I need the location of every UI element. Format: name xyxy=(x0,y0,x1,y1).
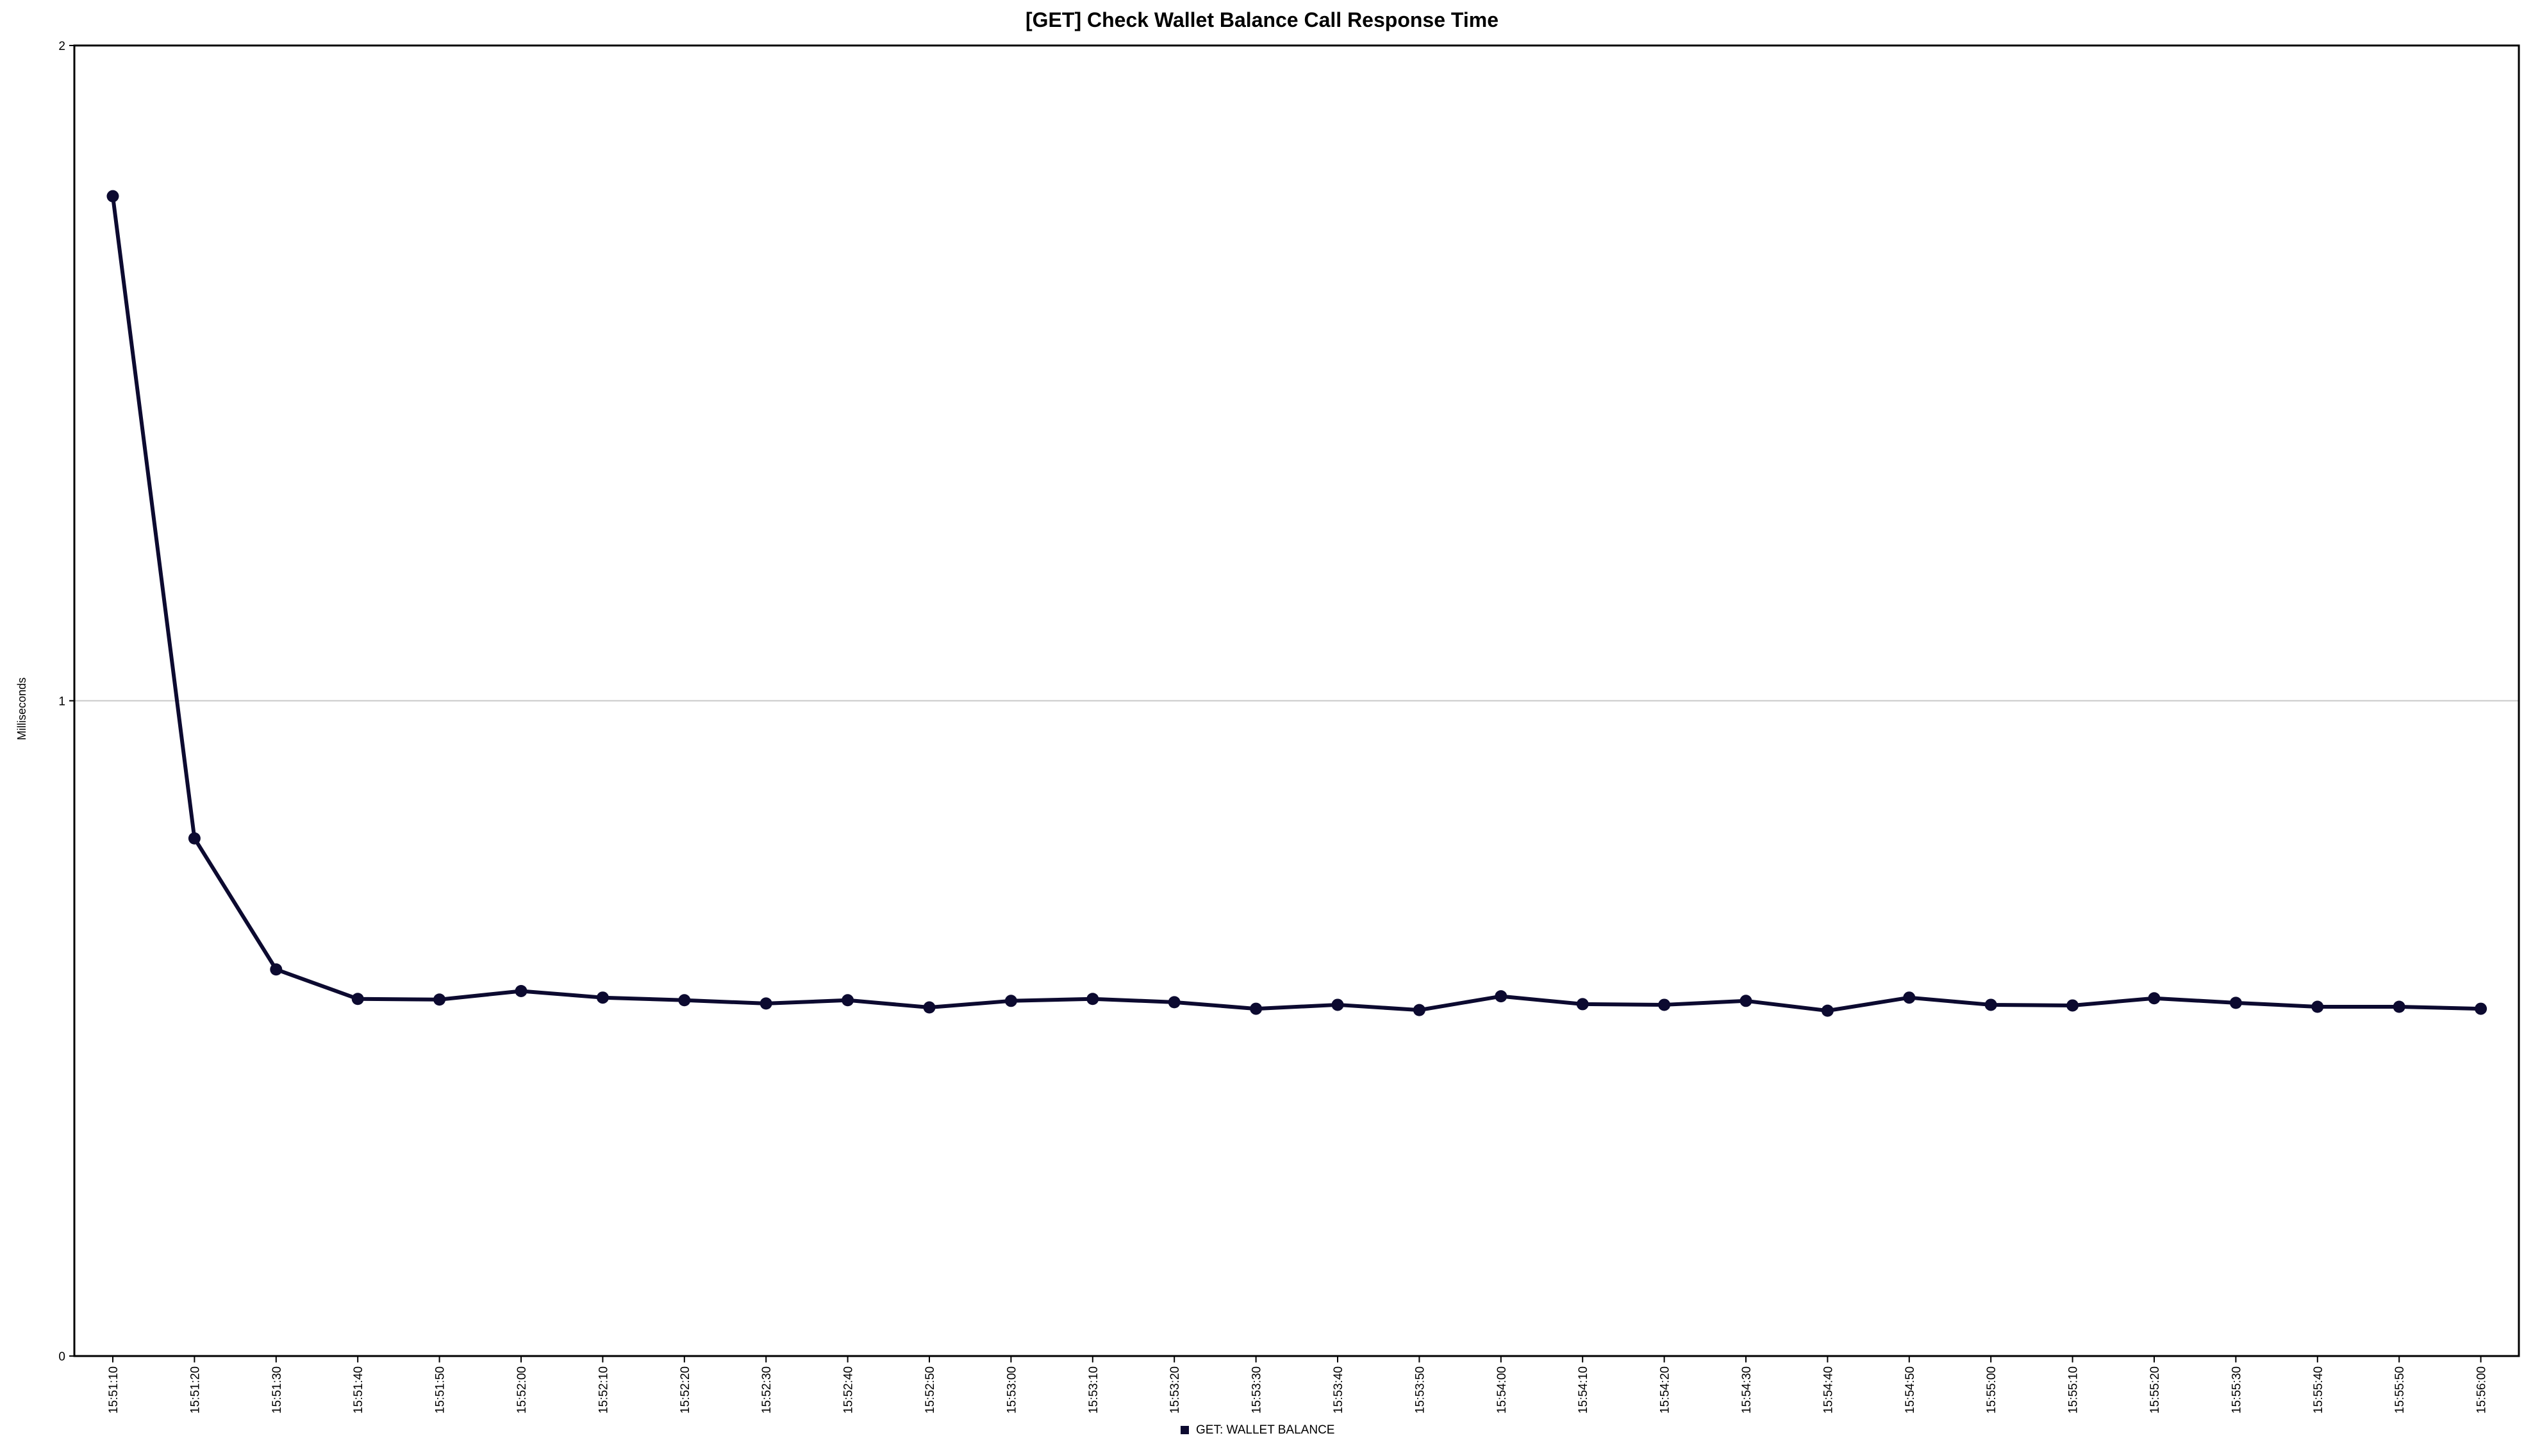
x-tick-label: 15:53:50 xyxy=(1413,1366,1427,1414)
x-tick-label: 15:51:50 xyxy=(434,1366,447,1414)
x-tick-label: 15:55:00 xyxy=(1985,1366,1998,1414)
data-point xyxy=(1495,990,1507,1003)
x-tick-label: 15:54:40 xyxy=(1822,1366,1835,1414)
x-tick-label: 15:52:30 xyxy=(760,1366,774,1414)
data-point xyxy=(1004,995,1017,1007)
x-tick-label: 15:52:00 xyxy=(515,1366,529,1414)
data-point xyxy=(2393,1000,2405,1013)
x-tick-label: 15:54:30 xyxy=(1740,1366,1754,1414)
data-point xyxy=(1984,998,1997,1011)
data-point xyxy=(2066,999,2079,1012)
y-tick-label: 1 xyxy=(58,695,65,709)
data-point xyxy=(1576,998,1589,1011)
data-point xyxy=(106,190,119,203)
series-layer xyxy=(106,190,2487,1017)
data-point xyxy=(1331,998,1344,1011)
axis-layer: 0 1 2 15:51:10 15:51:20 15:51:30 15:51:40 15:51… xyxy=(58,40,2520,1414)
x-tick-label: 15:55:20 xyxy=(2148,1366,2162,1414)
x-tick-label: 15:54:50 xyxy=(1904,1366,1917,1414)
legend-marker xyxy=(1181,1426,1189,1434)
data-point xyxy=(188,832,201,845)
y-tick-label: 2 xyxy=(58,40,65,53)
data-point xyxy=(2475,1002,2487,1015)
data-point xyxy=(515,984,527,997)
chart-title: [GET] Check Wallet Balance Call Response… xyxy=(1025,8,1499,31)
x-tick-label: 15:52:10 xyxy=(597,1366,610,1414)
y-tick-label: 0 xyxy=(58,1350,65,1364)
x-tick-label: 15:54:00 xyxy=(1495,1366,1509,1414)
data-point xyxy=(1168,996,1181,1009)
data-point xyxy=(2148,992,2161,1005)
data-point xyxy=(2229,997,2242,1009)
data-point xyxy=(270,963,283,976)
data-point xyxy=(433,993,446,1006)
data-point xyxy=(1086,993,1099,1005)
data-point xyxy=(760,997,772,1010)
x-tick-label: 15:54:10 xyxy=(1577,1366,1590,1414)
x-tick-label: 15:52:40 xyxy=(842,1366,856,1414)
x-tick-label: 15:51:20 xyxy=(188,1366,202,1414)
data-point xyxy=(1658,998,1671,1011)
x-tick-label: 15:52:20 xyxy=(679,1366,692,1414)
x-tick-label: 15:53:20 xyxy=(1168,1366,1182,1414)
data-point xyxy=(2311,1000,2324,1013)
x-tick-label: 15:51:30 xyxy=(270,1366,284,1414)
x-tick-label: 15:55:40 xyxy=(2312,1366,2325,1414)
data-point xyxy=(1250,1002,1263,1015)
data-point xyxy=(1739,995,1752,1007)
series-line xyxy=(111,194,2483,1013)
x-tick-label: 15:55:10 xyxy=(2067,1366,2080,1414)
data-point xyxy=(1821,1004,1834,1017)
x-tick-label: 15:52:50 xyxy=(924,1366,937,1414)
data-point xyxy=(596,991,609,1004)
data-point xyxy=(1903,991,1916,1004)
data-point xyxy=(923,1001,936,1014)
x-tick-label: 15:56:00 xyxy=(2475,1366,2489,1414)
x-tick-label: 15:55:50 xyxy=(2393,1366,2407,1414)
legend-label: GET: WALLET BALANCE xyxy=(1196,1423,1334,1437)
x-tick-label: 15:53:30 xyxy=(1250,1366,1264,1414)
x-tick-label: 15:53:10 xyxy=(1087,1366,1100,1414)
y-axis-label: Milliseconds xyxy=(15,677,28,740)
x-tick-label: 15:55:30 xyxy=(2230,1366,2243,1414)
x-tick-label: 15:51:40 xyxy=(352,1366,365,1414)
data-point xyxy=(351,993,364,1005)
data-point xyxy=(678,994,691,1007)
x-tick-label: 15:53:00 xyxy=(1005,1366,1018,1414)
x-tick-label: 15:53:40 xyxy=(1332,1366,1345,1414)
legend: GET: WALLET BALANCE xyxy=(1181,1423,1334,1437)
data-point xyxy=(842,994,854,1007)
x-tick-label: 15:51:10 xyxy=(107,1366,120,1414)
x-tick-label: 15:54:20 xyxy=(1659,1366,1672,1414)
data-point xyxy=(1413,1004,1425,1016)
